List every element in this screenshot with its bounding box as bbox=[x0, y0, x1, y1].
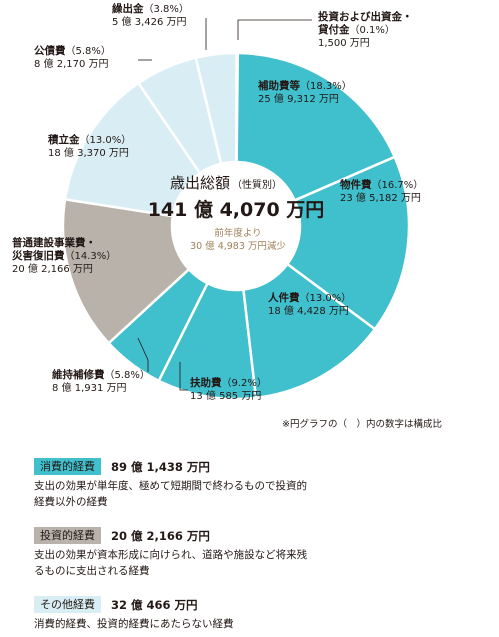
leader-line-0 bbox=[237, 19, 312, 40]
legend-value-other: 32 億 466 万円 bbox=[111, 597, 198, 612]
chart-total: 141 億 4,070 万円 bbox=[148, 198, 325, 221]
legend-badge-investment: 投資的経費 bbox=[34, 527, 101, 544]
legend-desc-investment: 支出の効果が資本形成に向けられ、道路や施設など将来残るものに支出される経費 bbox=[34, 549, 308, 577]
slice-label-8-pct: （5.8%） bbox=[66, 45, 111, 57]
legend-badge-other: その他経費 bbox=[34, 596, 101, 613]
slice-label-7-line-0: 積立金（13.0%） bbox=[47, 133, 131, 146]
slice-1 bbox=[235, 51, 397, 203]
chart-title: 歳出総額 bbox=[170, 174, 230, 192]
slice-label-8-name: 公債費 bbox=[34, 44, 66, 57]
legend-value-consumption: 89 億 1,438 万円 bbox=[111, 459, 210, 474]
slice-label-3-name: 人件費 bbox=[268, 291, 300, 304]
slice-label-5: 維持補修費（5.8%） 8 億 1,931 万円 bbox=[52, 368, 150, 394]
slice-label-0: 投資および出資金・貸付金（0.1%） 1,500 万円 bbox=[317, 10, 413, 49]
leader-line-4 bbox=[179, 362, 188, 391]
slice-label-0-pct: （0.1%） bbox=[350, 24, 395, 36]
svg-text:歳出総額（性質別）: 歳出総額 （性質別） bbox=[170, 174, 282, 192]
chart-footnote: ※円グラフの（ ）内の数字は構成比 bbox=[282, 419, 442, 430]
slice-9 bbox=[194, 51, 238, 166]
leader-lines bbox=[137, 18, 312, 391]
slice-7 bbox=[63, 81, 202, 218]
slice-label-2-pct: （16.7%） bbox=[372, 179, 424, 191]
slice-label-7-name: 積立金 bbox=[47, 133, 80, 146]
donut-slices bbox=[61, 51, 411, 401]
slice-label-9: 繰出金（3.8%） 5 億 3,426 万円 bbox=[112, 2, 189, 28]
slice-label-1-pct: （18.3%） bbox=[300, 80, 352, 92]
donut-center: 歳出総額 （性質別） 141 億 4,070 万円 前年度より 30 億 4,98… bbox=[148, 174, 325, 252]
leader-line-5 bbox=[137, 337, 149, 372]
chart-change-line-1: 前年度より bbox=[214, 227, 261, 239]
slice-label-5-line-0: 維持補修費（5.8%） bbox=[52, 368, 150, 381]
slice-label-7-pct: （13.0%） bbox=[80, 134, 132, 146]
slice-label-6-name: 災害復旧費 bbox=[12, 249, 65, 262]
legend-investment: 投資的経費 20 億 2,166 万円 支出の効果が資本形成に向けられ、道路や施… bbox=[34, 527, 494, 579]
slice-label-4-pct: （9.2%） bbox=[222, 377, 267, 389]
slice-label-6-pct: （14.3%） bbox=[65, 250, 117, 262]
slice-label-5-pct: （5.8%） bbox=[105, 369, 150, 381]
slice-label-2-name: 物件費 bbox=[340, 178, 372, 191]
slice-label-4-line-1: 13 億 585 万円 bbox=[190, 389, 261, 402]
legend-badge-consumption: 消費的経費 bbox=[34, 458, 101, 475]
slice-label-0-line-1: 貸付金（0.1%） bbox=[317, 23, 395, 36]
slice-label-8-line-0: 公債費（5.8%） bbox=[34, 44, 111, 57]
slice-label-1-line-0: 補助費等（18.3%） bbox=[257, 79, 352, 92]
legend-value-investment: 20 億 2,166 万円 bbox=[111, 528, 210, 543]
slice-label-9-pct: （3.8%） bbox=[144, 3, 189, 15]
slice-label-2-line-0: 物件費（16.7%） bbox=[340, 178, 423, 191]
slice-label-6-line-1: 災害復旧費（14.3%） bbox=[12, 249, 116, 262]
slice-label-0-line-0: 投資および出資金・ bbox=[318, 10, 413, 23]
slice-label-7-line-1: 18 億 3,370 万円 bbox=[48, 146, 129, 159]
legend-other: その他経費 32 億 466 万円 消費的経費、投資的経費にあたらない経費 bbox=[34, 596, 494, 632]
slice-label-9-line-1: 5 億 3,426 万円 bbox=[112, 15, 187, 28]
slice-label-6: 普通建設事業費・災害復旧費（14.3%） 20 億 2,166 万円 bbox=[12, 236, 116, 275]
slice-label-4-line-0: 扶助費（9.2%） bbox=[190, 376, 267, 389]
slice-6 bbox=[61, 197, 191, 345]
legend-consumption: 消費的経費 89 億 1,438 万円 支出の効果が単年度、極めて短期間で終わる… bbox=[34, 458, 494, 510]
slice-label-1: 補助費等（18.3%） 25 億 9,312 万円 bbox=[257, 79, 352, 105]
slice-label-2: 物件費（16.7%） 23 億 5,182 万円 bbox=[340, 178, 423, 204]
slice-label-7: 積立金（13.0%） 18 億 3,370 万円 bbox=[47, 133, 131, 159]
slice-label-5-line-1: 8 億 1,931 万円 bbox=[52, 381, 127, 394]
slice-label-1-name: 補助費等 bbox=[257, 79, 300, 92]
slice-label-8: 公債費（5.8%） 8 億 2,170 万円 bbox=[34, 44, 111, 70]
slice-label-3-pct: （13.0%） bbox=[300, 292, 352, 304]
legend-desc-consumption: 支出の効果が単年度、極めて短期間で終わるもので投資的経費以外の経費 bbox=[34, 480, 307, 508]
slice-label-6-line-2: 20 億 2,166 万円 bbox=[12, 262, 93, 275]
chart-change-line-2: 30 億 4,983 万円減少 bbox=[190, 240, 286, 252]
chart-title-sub: （性質別） bbox=[232, 178, 282, 191]
slice-label-4-name: 扶助費 bbox=[190, 376, 222, 389]
slice-label-2-line-1: 23 億 5,182 万円 bbox=[340, 191, 421, 204]
slice-label-9-line-0: 繰出金（3.8%） bbox=[112, 2, 189, 15]
slice-label-9-name: 繰出金 bbox=[112, 2, 144, 15]
slice-label-4: 扶助費（9.2%） 13 億 585 万円 bbox=[190, 376, 267, 402]
legend-desc-other: 消費的経費、投資的経費にあたらない経費 bbox=[34, 618, 234, 630]
slice-label-0-line-2: 1,500 万円 bbox=[318, 38, 370, 49]
slice-label-1-line-1: 25 億 9,312 万円 bbox=[258, 92, 339, 105]
slice-label-8-line-1: 8 億 2,170 万円 bbox=[34, 57, 109, 70]
slice-label-5-name: 維持補修費 bbox=[52, 368, 105, 381]
slice-label-3-line-1: 18 億 4,428 万円 bbox=[268, 304, 349, 317]
slice-3 bbox=[241, 262, 377, 400]
slice-label-0-name: 貸付金 bbox=[317, 23, 350, 36]
slice-label-3-line-0: 人件費（13.0%） bbox=[268, 291, 351, 304]
slice-label-6-line-0: 普通建設事業費・ bbox=[12, 236, 96, 249]
slice-label-3: 人件費（13.0%） 18 億 4,428 万円 bbox=[268, 291, 351, 317]
